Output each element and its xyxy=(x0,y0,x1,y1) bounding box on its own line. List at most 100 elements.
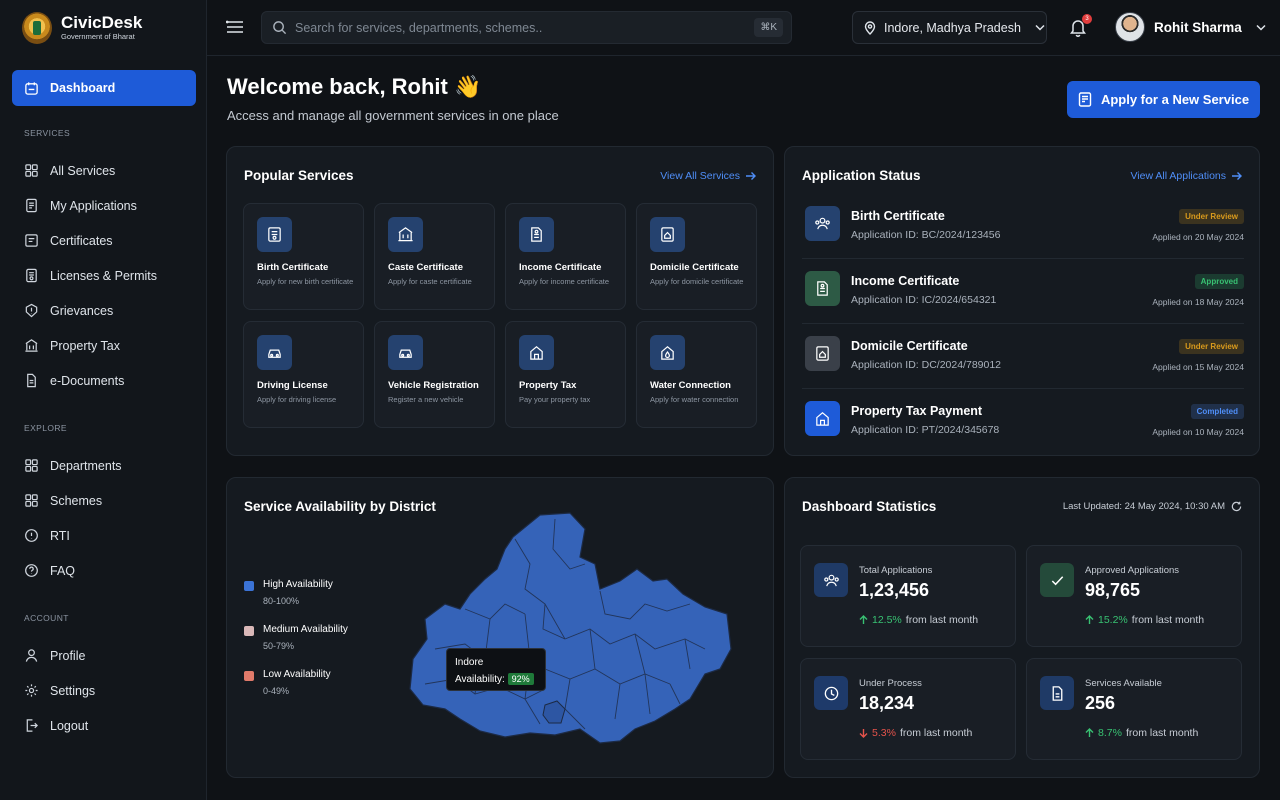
stat-change-value: 8.7% xyxy=(1098,727,1122,739)
user-menu[interactable]: Rohit Sharma xyxy=(1115,12,1266,42)
application-id: Application ID: BC/2024/123456 xyxy=(851,229,1001,241)
service-card-water-connection[interactable]: Water Connection Apply for water connecti… xyxy=(636,321,757,428)
sidebar-item-rti[interactable]: RTI xyxy=(0,518,207,553)
sidebar-item-label: Certificates xyxy=(50,233,113,248)
view-all-services-link[interactable]: View All Services xyxy=(660,170,756,182)
stat-change: 8.7% from last month xyxy=(1085,727,1198,739)
legend-low: Low Availability 0-49% xyxy=(244,669,331,696)
service-card-driving-license[interactable]: Driving License Apply for driving license xyxy=(243,321,364,428)
service-name: Caste Certificate xyxy=(388,262,463,273)
service-card-birth-certificate[interactable]: Birth Certificate Apply for new birth cer… xyxy=(243,203,364,310)
sidebar-item-all-services[interactable]: All Services xyxy=(0,153,207,188)
search-input[interactable] xyxy=(295,20,745,35)
logout-icon xyxy=(24,718,39,733)
sidebar-item-label: Logout xyxy=(50,718,89,733)
user-name: Rohit Sharma xyxy=(1154,19,1242,35)
service-description: Pay your property tax xyxy=(519,395,591,404)
status-badge: Approved xyxy=(1194,274,1244,289)
brand-title: CivicDesk xyxy=(61,13,143,32)
legend-swatch xyxy=(244,671,254,681)
application-row[interactable]: Income Certificate Application ID: IC/202… xyxy=(802,259,1244,324)
sidebar-item-schemes[interactable]: Schemes xyxy=(0,483,207,518)
legend-label: Medium Availability xyxy=(263,624,348,635)
users-icon xyxy=(805,206,840,241)
stat-change: 12.5% from last month xyxy=(859,614,978,626)
service-description: Apply for income certificate xyxy=(519,277,610,286)
application-row[interactable]: Birth Certificate Application ID: BC/2024… xyxy=(802,194,1244,259)
service-description: Apply for driving license xyxy=(257,395,337,404)
service-name: Driving License xyxy=(257,380,328,391)
application-row[interactable]: Property Tax Payment Application ID: PT/2… xyxy=(802,389,1244,454)
search-bar[interactable]: ⌘K xyxy=(261,11,792,44)
brand[interactable]: CivicDesk Government of Bharat xyxy=(22,12,142,44)
sidebar-item-my-applications[interactable]: My Applications xyxy=(0,188,207,223)
hamburger-menu-icon[interactable] xyxy=(226,19,244,35)
sidebar-item-certificates[interactable]: Certificates xyxy=(0,223,207,258)
notification-bell-icon[interactable] xyxy=(1069,18,1089,38)
application-id: Application ID: PT/2024/345678 xyxy=(851,424,1000,436)
stat-value: 1,23,456 xyxy=(859,580,930,600)
view-all-services-label: View All Services xyxy=(660,170,740,182)
view-all-applications-label: View All Applications xyxy=(1130,170,1226,182)
stat-value: 18,234 xyxy=(859,693,915,713)
stat-value: 256 xyxy=(1085,693,1116,713)
tooltip-value: 92% xyxy=(507,673,534,685)
home-document-icon xyxy=(650,217,685,252)
map-title: Service Availability by District xyxy=(244,499,436,514)
page-title: Welcome back, Rohit 👋 xyxy=(227,74,482,99)
popular-services-panel: Popular Services View All Services Birth… xyxy=(226,146,774,456)
sidebar-item-label: Departments xyxy=(50,458,122,473)
location-pin-icon xyxy=(864,20,876,35)
file-icon xyxy=(24,373,39,388)
last-updated: Last Updated: 24 May 2024, 10:30 AM xyxy=(1063,501,1242,512)
file-icon xyxy=(1040,676,1074,710)
application-date: Applied on 15 May 2024 xyxy=(1152,362,1244,372)
house-icon xyxy=(519,335,554,370)
brand-subtitle: Government of Bharat xyxy=(61,32,135,41)
application-title: Income Certificate xyxy=(851,274,960,288)
tooltip-label: Availability: xyxy=(455,674,505,685)
stat-card-services-available: Services Available 256 8.7% from last month xyxy=(1026,658,1242,760)
home-document-icon xyxy=(805,336,840,371)
district-map[interactable] xyxy=(405,509,735,749)
sidebar-item-logout[interactable]: Logout xyxy=(0,708,207,743)
sidebar-item-profile[interactable]: Profile xyxy=(0,638,207,673)
sidebar-item-faq[interactable]: FAQ xyxy=(0,553,207,588)
arrow-up-icon xyxy=(859,615,868,625)
indore-district xyxy=(542,700,566,724)
building-icon xyxy=(24,458,39,473)
service-card-domicile-certificate[interactable]: Domicile Certificate Apply for domicile c… xyxy=(636,203,757,310)
sidebar-item-grievances[interactable]: Grievances xyxy=(0,293,207,328)
legend-range: 50-79% xyxy=(263,641,295,651)
sidebar-item-licenses[interactable]: Licenses & Permits xyxy=(0,258,207,293)
service-description: Apply for water connection xyxy=(650,395,739,404)
arrow-up-icon xyxy=(1085,615,1094,625)
sidebar-item-property-tax[interactable]: Property Tax xyxy=(0,328,207,363)
stat-card-under-process: Under Process 18,234 5.3% from last month xyxy=(800,658,1016,760)
service-card-property-tax[interactable]: Property Tax Pay your property tax xyxy=(505,321,626,428)
map-tooltip: Indore Availability: 92% xyxy=(446,648,546,691)
application-row[interactable]: Domicile Certificate Application ID: DC/2… xyxy=(802,324,1244,389)
apply-new-service-button[interactable]: Apply for a New Service xyxy=(1067,81,1260,118)
service-card-vehicle-registration[interactable]: Vehicle Registration Register a new vehic… xyxy=(374,321,495,428)
help-icon xyxy=(24,563,39,578)
sidebar-item-settings[interactable]: Settings xyxy=(0,673,207,708)
building-icon xyxy=(388,217,423,252)
layers-icon xyxy=(24,493,39,508)
sidebar-item-label: Dashboard xyxy=(50,81,116,95)
sidebar-item-dashboard[interactable]: Dashboard xyxy=(12,70,196,106)
sidebar-item-e-documents[interactable]: e-Documents xyxy=(0,363,207,398)
application-date: Applied on 20 May 2024 xyxy=(1152,232,1244,242)
refresh-icon[interactable] xyxy=(1231,501,1242,512)
stat-change-suffix: from last month xyxy=(899,727,973,739)
service-card-caste-certificate[interactable]: Caste Certificate Apply for caste certifi… xyxy=(374,203,495,310)
service-card-income-certificate[interactable]: Income Certificate Apply for income certi… xyxy=(505,203,626,310)
stat-label: Total Applications xyxy=(859,565,933,576)
view-all-applications-link[interactable]: View All Applications xyxy=(1130,170,1242,182)
location-selector[interactable]: Indore, Madhya Pradesh xyxy=(852,11,1047,44)
info-icon xyxy=(24,528,39,543)
sidebar-item-departments[interactable]: Departments xyxy=(0,448,207,483)
location-label: Indore, Madhya Pradesh xyxy=(884,20,1021,35)
section-account: ACCOUNT xyxy=(24,613,69,623)
stat-change: 5.3% from last month xyxy=(859,727,972,739)
